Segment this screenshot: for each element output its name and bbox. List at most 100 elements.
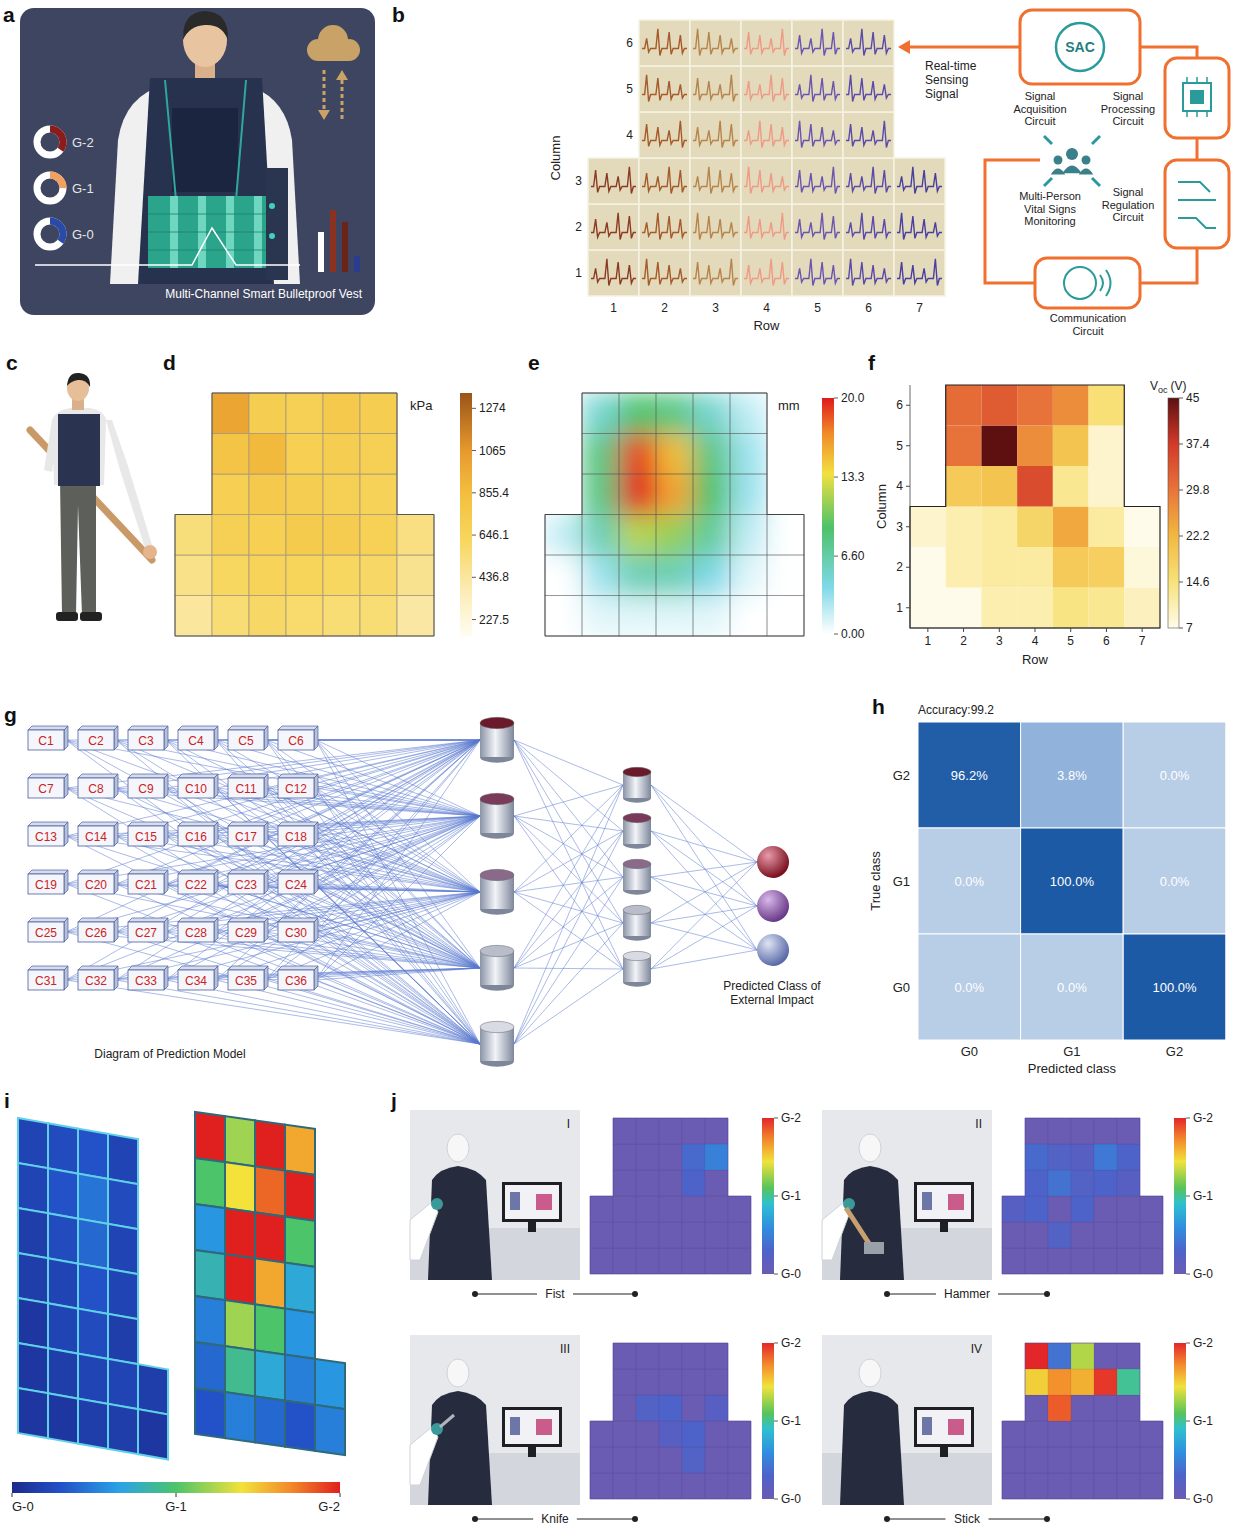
- data-label: 0.0%: [1160, 874, 1190, 889]
- colorbar-title: Voc(V): [1150, 379, 1187, 395]
- data-label: 0.0%: [954, 980, 984, 995]
- colorbar-tick: [1186, 1421, 1190, 1422]
- cell: [981, 426, 1017, 467]
- icon-bar: [354, 256, 360, 272]
- panel-letter: f: [868, 351, 876, 374]
- cell: [728, 1447, 751, 1473]
- legend-label: G-2: [72, 135, 94, 150]
- cell: [705, 1473, 728, 1499]
- input-box: [78, 874, 114, 894]
- cell: [1140, 1473, 1163, 1499]
- cell: [656, 434, 693, 475]
- cell: [582, 474, 619, 515]
- box-side: [214, 726, 218, 750]
- cell: [1053, 507, 1089, 548]
- colorbar-tick: [834, 634, 838, 635]
- mannequin-body: [428, 1166, 492, 1280]
- connection: [166, 816, 480, 980]
- connection: [116, 740, 480, 980]
- cell: [1094, 1248, 1117, 1274]
- box-top: [78, 822, 118, 826]
- tick-label: 6: [626, 36, 633, 50]
- sensor-cell: [792, 112, 843, 158]
- colorbar-tick-label: 22.2: [1186, 529, 1210, 543]
- cell: [286, 393, 323, 434]
- grid-cell: [730, 474, 767, 515]
- cell: [636, 1222, 659, 1248]
- cell: [1117, 1118, 1140, 1144]
- x-tick: [999, 628, 1000, 632]
- tick-label: 5: [814, 301, 821, 315]
- sensor-cell: [639, 112, 690, 158]
- cell: [1117, 1447, 1140, 1473]
- input-label: C33: [135, 974, 157, 988]
- panel-g: C1C2C3C4C5C6C7C8C9C10C11C12C13C14C15C16C…: [28, 717, 821, 1066]
- connection: [166, 816, 480, 932]
- connection: [514, 785, 623, 1044]
- cell: [946, 588, 982, 629]
- box-top: [278, 822, 318, 826]
- screen: [917, 1185, 971, 1219]
- connection: [66, 836, 480, 968]
- node-top: [480, 869, 514, 880]
- cell: [1071, 1118, 1094, 1144]
- axis-title: Predicted class: [1028, 1061, 1117, 1076]
- cell: [1002, 1248, 1025, 1274]
- cell: [705, 1447, 728, 1473]
- sensor-cell: [639, 66, 690, 112]
- cell: [1025, 1196, 1048, 1222]
- cell: [18, 1163, 48, 1213]
- grid-cell: [656, 515, 693, 556]
- cell: [18, 1343, 48, 1393]
- mannequin-body: [428, 1391, 492, 1505]
- box-top: [228, 870, 268, 874]
- connection: [266, 816, 480, 980]
- colorbar: 227.5436.8646.1855.410651274: [460, 393, 509, 636]
- box-top: [178, 822, 218, 826]
- cell: [705, 1170, 728, 1196]
- connection: [66, 740, 480, 884]
- label-line: Processing: [1101, 103, 1155, 115]
- title-sub: oc: [1158, 385, 1168, 395]
- signal-trace: [795, 213, 840, 240]
- cell: [249, 596, 286, 637]
- cell: [1071, 1222, 1094, 1248]
- cell: [78, 1174, 108, 1224]
- cell: [286, 596, 323, 637]
- cell: [636, 1196, 659, 1222]
- box-side: [214, 822, 218, 846]
- photo: [410, 1110, 580, 1280]
- panel-a: G-2G-1G-0Multi-Channel Smart Bulletproof…: [20, 8, 375, 315]
- cell: [1117, 1170, 1140, 1196]
- input-box: [78, 922, 114, 942]
- strap: [236, 80, 246, 200]
- input-box: [278, 778, 314, 798]
- sensor-cell: [843, 112, 894, 158]
- signal-trace: [693, 259, 738, 286]
- cell: [175, 515, 212, 556]
- box-side: [164, 726, 168, 750]
- connection: [316, 836, 480, 892]
- photo-bg: [410, 1110, 580, 1280]
- cell: [1071, 1170, 1094, 1196]
- cell: [48, 1393, 78, 1443]
- cell: [225, 1254, 255, 1304]
- screen: [505, 1410, 559, 1444]
- band-line: [148, 214, 266, 215]
- node: [623, 905, 651, 940]
- box-side: [114, 822, 118, 846]
- box-top: [78, 870, 118, 874]
- cell: [730, 596, 767, 637]
- box-top: [28, 726, 68, 730]
- node: [623, 951, 651, 986]
- connection: [116, 788, 480, 1044]
- cell: [682, 1118, 705, 1144]
- colorbar-tick: [774, 1196, 778, 1197]
- cell: [636, 1447, 659, 1473]
- scene: IIIG-0G-1G-2Knife: [410, 1335, 801, 1526]
- caption-dot: [1044, 1291, 1050, 1297]
- outline: [1002, 1343, 1163, 1499]
- box-top: [78, 918, 118, 922]
- input-label: C31: [35, 974, 57, 988]
- colorbar-tick-label: G-1: [1193, 1414, 1213, 1428]
